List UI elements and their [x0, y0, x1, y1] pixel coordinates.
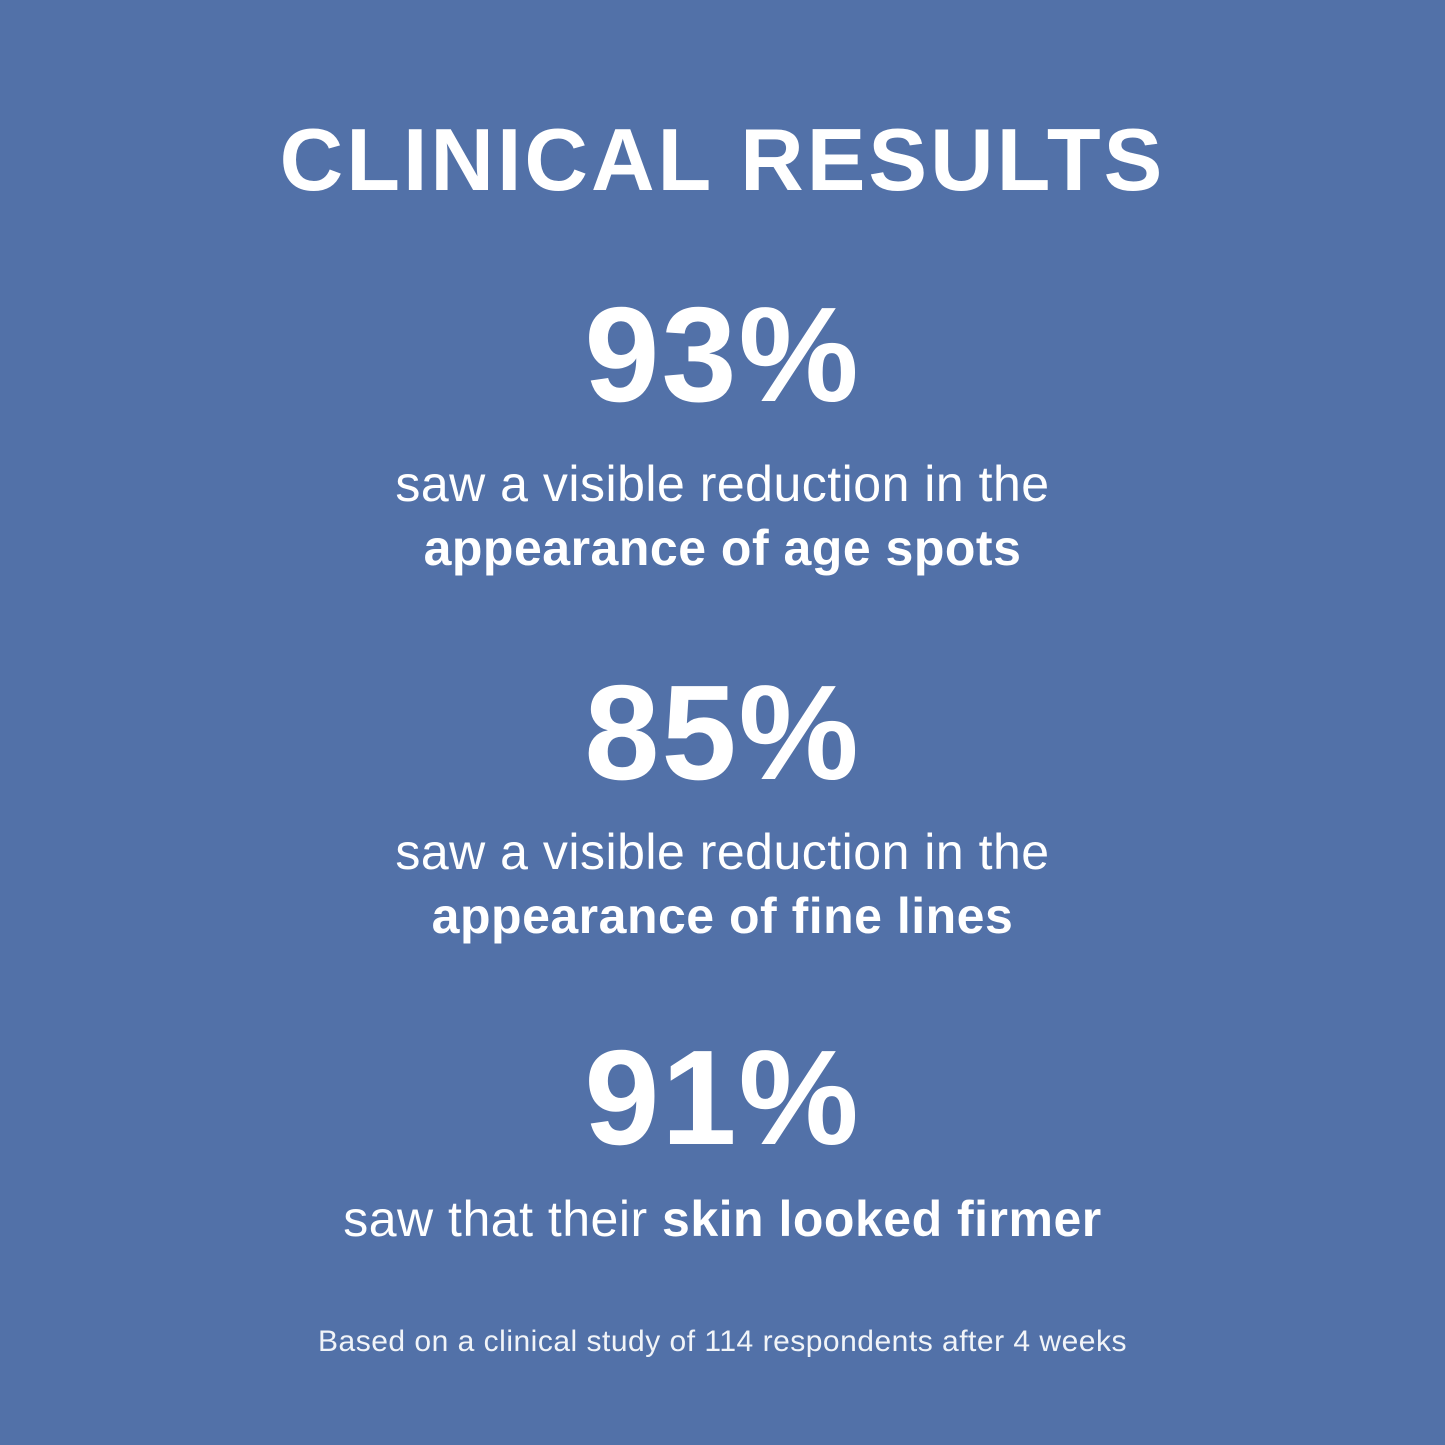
- stat-block-firmer-skin: 91% saw that their skin looked firmer: [343, 1030, 1101, 1251]
- stat-description-regular: saw a visible reduction in the: [395, 455, 1050, 512]
- stat-description-age-spots: saw a visible reduction in the appearance…: [395, 452, 1049, 580]
- stat-description-fine-lines: saw a visible reduction in the appearance…: [395, 820, 1049, 948]
- stat-value-firmer-skin: 91%: [584, 1021, 861, 1173]
- stat-block-fine-lines: 85% saw a visible reduction in the appear…: [395, 665, 1049, 948]
- stat-description-firmer-skin: saw that their skin looked firmer: [343, 1187, 1101, 1251]
- stat-description-bold: appearance of age spots: [423, 519, 1022, 576]
- stat-description-bold: appearance of fine lines: [431, 887, 1014, 944]
- stat-value-fine-lines: 85%: [584, 656, 861, 808]
- stat-description-regular: saw a visible reduction in the: [395, 823, 1050, 880]
- study-footnote: Based on a clinical study of 114 respond…: [318, 1324, 1127, 1358]
- stat-block-age-spots: 93% saw a visible reduction in the appear…: [395, 287, 1049, 580]
- page-title: CLINICAL RESULTS: [279, 110, 1166, 209]
- stat-description-regular: saw that their: [343, 1190, 648, 1247]
- stat-description-bold: skin looked firmer: [662, 1190, 1102, 1247]
- stat-value-age-spots: 93%: [584, 278, 861, 430]
